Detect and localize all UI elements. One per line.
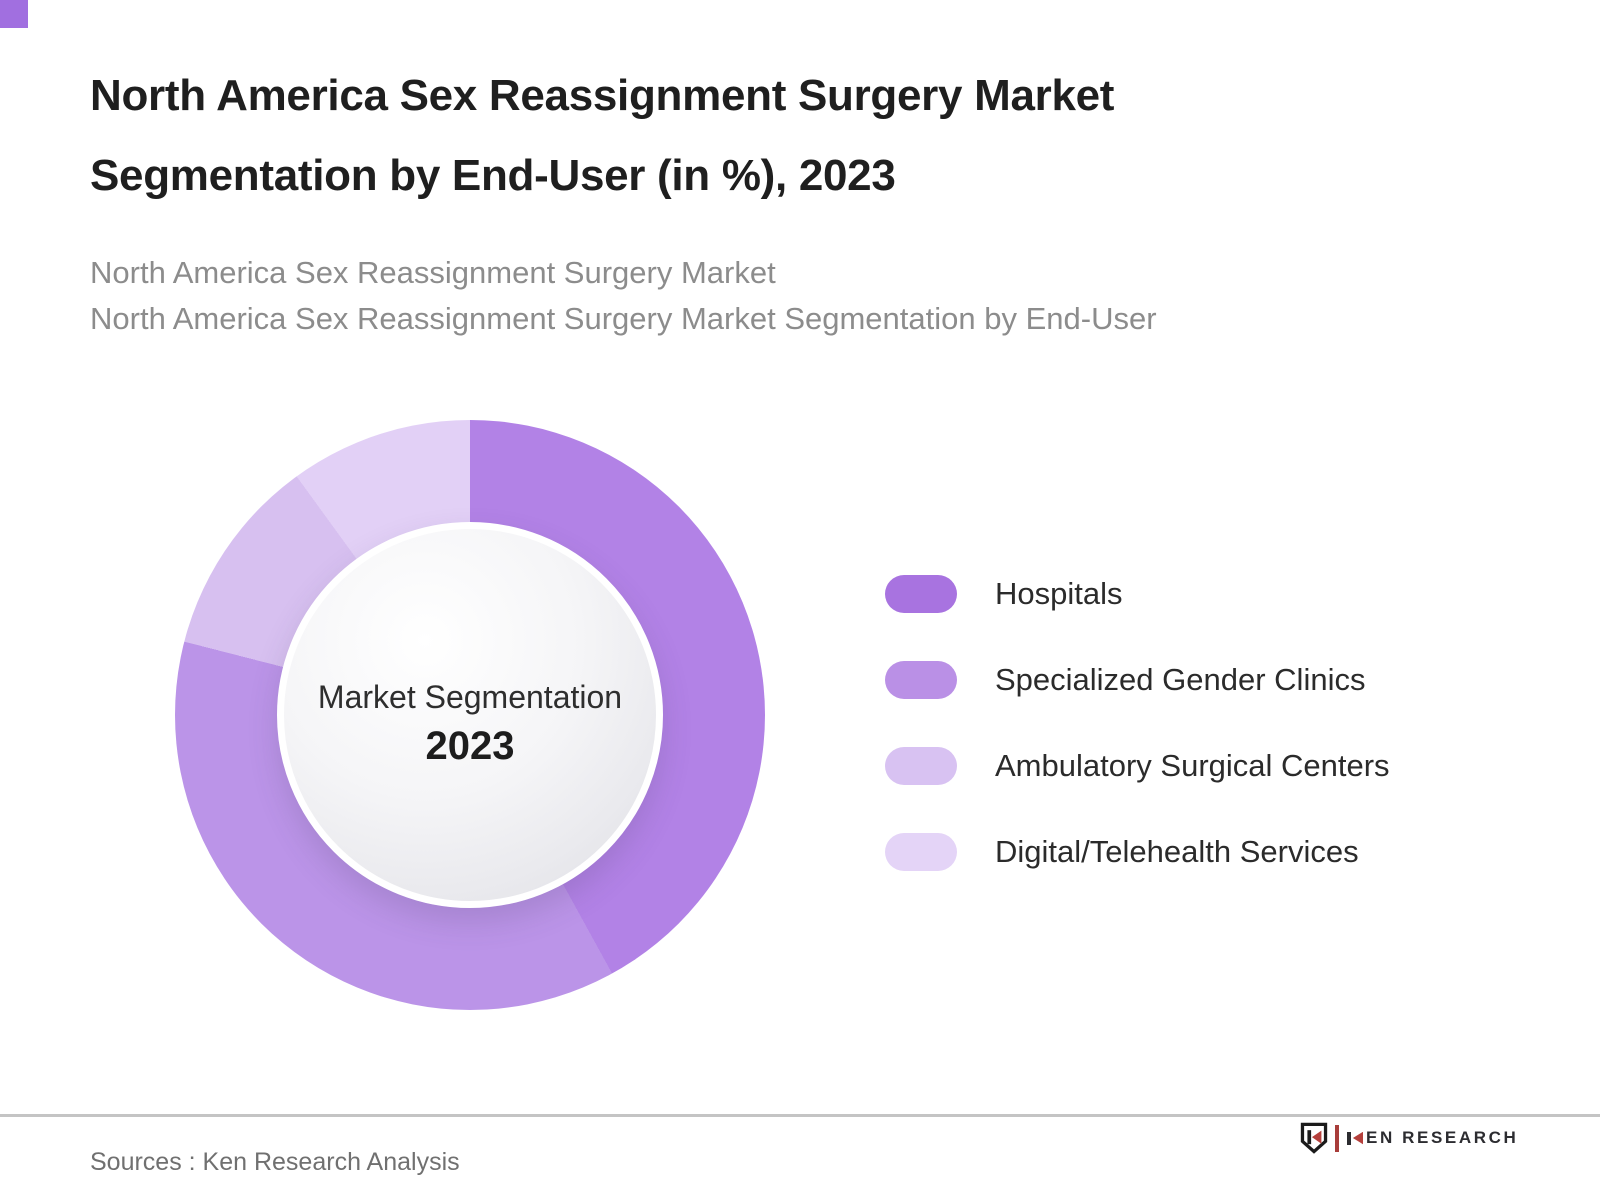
ken-research-logo: EN RESEARCH xyxy=(1300,1122,1518,1154)
logo-wordmark-text: EN RESEARCH xyxy=(1366,1128,1519,1147)
page-title-line-2: Segmentation by End-User (in %), 2023 xyxy=(90,151,896,200)
logo-k-stem xyxy=(1347,1131,1351,1145)
logo-k-arrow-icon xyxy=(1352,1131,1363,1145)
legend-item-hospitals: Hospitals xyxy=(885,575,1390,613)
legend-label-hospitals: Hospitals xyxy=(995,576,1123,611)
donut-center-label: Market Segmentation xyxy=(317,679,623,715)
page-subtitle: North America Sex Reassignment Surgery M… xyxy=(90,250,1550,342)
legend-item-ambulatory-surgical-centers: Ambulatory Surgical Centers xyxy=(885,747,1390,785)
legend-swatch-hospitals xyxy=(885,575,957,613)
legend-label-ambulatory-surgical-centers: Ambulatory Surgical Centers xyxy=(995,748,1390,783)
page-title: North America Sex Reassignment Surgery M… xyxy=(90,56,1510,216)
legend-swatch-ambulatory-surgical-centers xyxy=(885,747,957,785)
legend-item-digital-telehealth-services: Digital/Telehealth Services xyxy=(885,833,1390,871)
logo-wordmark: EN RESEARCH xyxy=(1347,1128,1518,1148)
footer-divider xyxy=(0,1114,1600,1117)
legend-swatch-specialized-gender-clinics xyxy=(885,661,957,699)
subtitle-line-2: North America Sex Reassignment Surgery M… xyxy=(90,301,1157,336)
donut-center-circle: Market Segmentation 2023 xyxy=(277,522,663,908)
chart-legend: Hospitals Specialized Gender Clinics Amb… xyxy=(885,575,1390,919)
donut-chart: Market Segmentation 2023 xyxy=(175,420,765,1010)
legend-item-specialized-gender-clinics: Specialized Gender Clinics xyxy=(885,661,1390,699)
legend-label-digital-telehealth-services: Digital/Telehealth Services xyxy=(995,834,1359,869)
subtitle-line-1: North America Sex Reassignment Surgery M… xyxy=(90,255,776,290)
ken-research-shield-icon xyxy=(1300,1122,1328,1154)
legend-label-specialized-gender-clinics: Specialized Gender Clinics xyxy=(995,662,1366,697)
donut-center-year: 2023 xyxy=(425,724,515,768)
page-title-line-1: North America Sex Reassignment Surgery M… xyxy=(90,71,1115,120)
corner-accent-square xyxy=(0,0,28,28)
source-attribution: Sources : Ken Research Analysis xyxy=(90,1148,460,1176)
logo-divider-bar xyxy=(1335,1124,1339,1152)
legend-swatch-digital-telehealth-services xyxy=(885,833,957,871)
